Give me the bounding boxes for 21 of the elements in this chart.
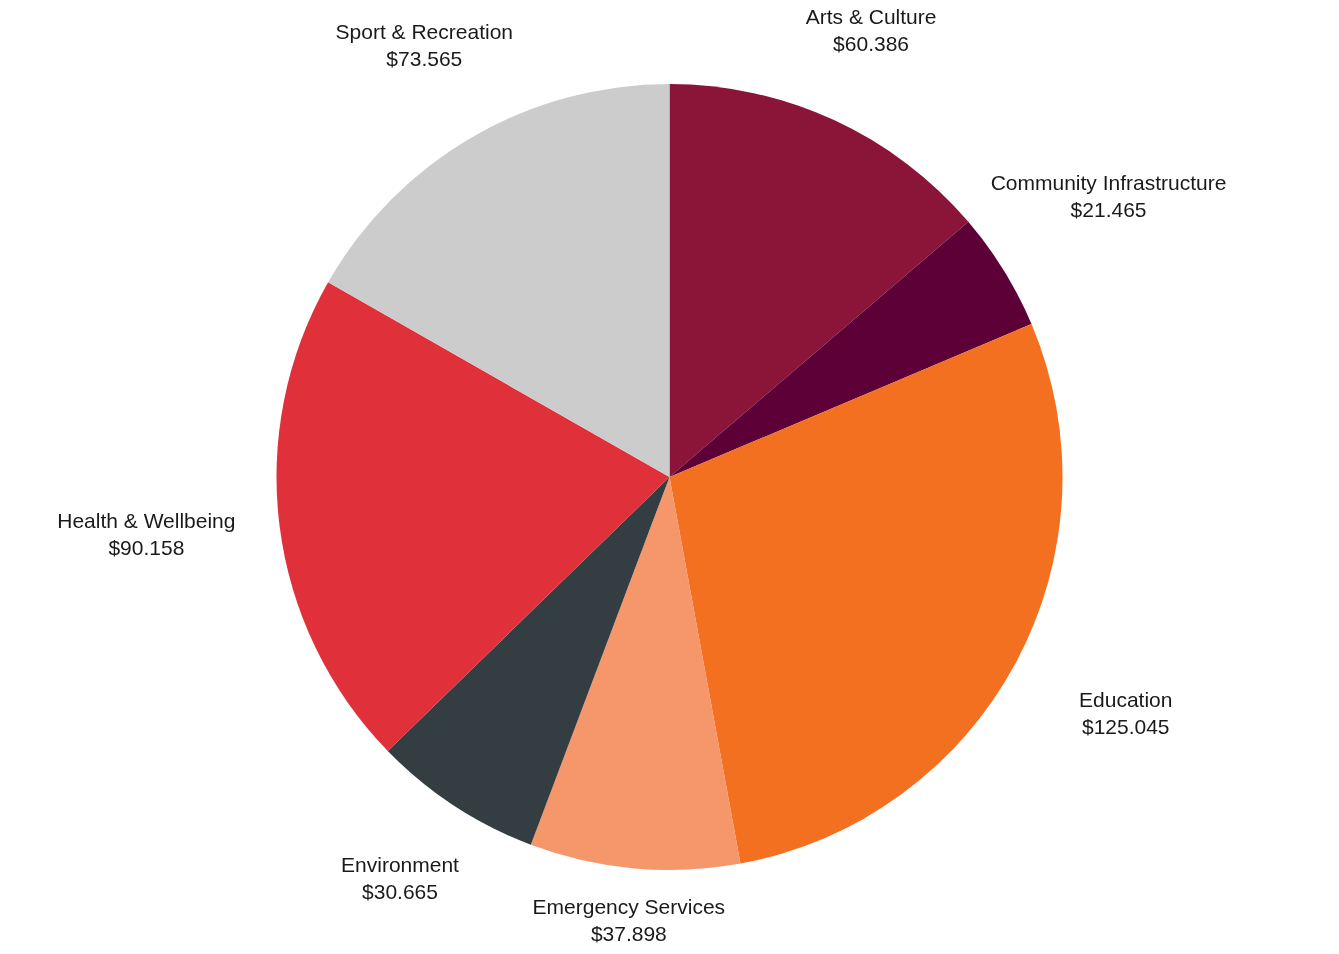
pie-slice — [669, 84, 969, 477]
data-label: $73.565 — [386, 46, 463, 70]
data-label: $37.898 — [590, 922, 667, 946]
slice-label: Health & Wellbeing — [57, 508, 236, 532]
slice-label: Community Infrastructure — [990, 170, 1227, 194]
data-label: $60.386 — [833, 31, 910, 55]
data-label: $125.045 — [1081, 715, 1170, 739]
slice-label: Sport & Recreation — [335, 19, 514, 43]
slice-label: Arts & Culture — [805, 4, 937, 28]
data-label: $90.158 — [108, 535, 185, 559]
pie-slice — [276, 282, 670, 752]
slice-label: Environment — [341, 853, 460, 877]
pie-slice — [669, 324, 1063, 864]
pie-slice — [669, 221, 1032, 477]
data-label: $30.665 — [362, 880, 438, 904]
pie-slice — [530, 477, 741, 870]
pie-slice — [387, 477, 670, 845]
slice-label: Emergency Services — [532, 895, 726, 919]
slice-label: Education — [1079, 688, 1173, 712]
data-label: $21.465 — [1070, 197, 1147, 221]
pie-slice — [328, 84, 670, 477]
